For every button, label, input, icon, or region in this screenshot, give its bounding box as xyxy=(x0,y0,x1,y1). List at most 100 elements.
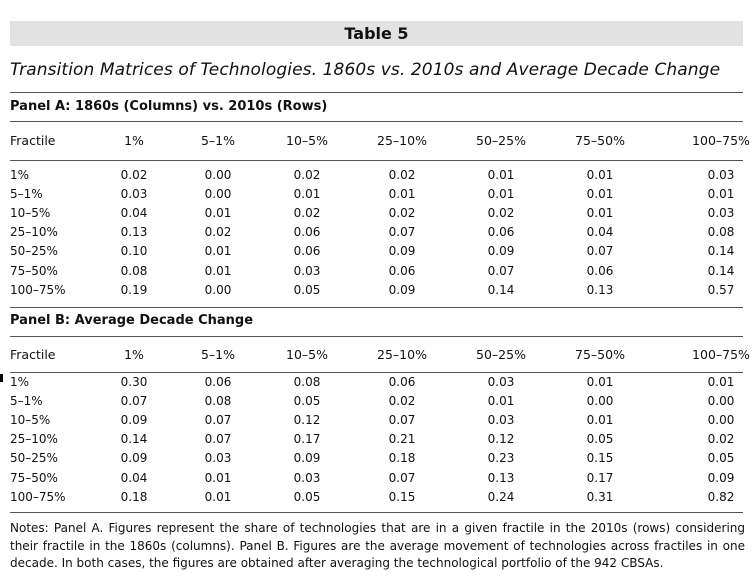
table-cell: 0.02 xyxy=(293,206,321,221)
table-cell: 0.02 xyxy=(293,168,321,182)
table-row: 1% 0.30 0.06 0.08 0.06 0.03 0.01 0.01 xyxy=(10,375,745,394)
panel-a-title: Panel A: 1860s (Columns) vs. 2010s (Rows… xyxy=(10,99,328,114)
table-cell: 0.05 xyxy=(293,282,321,297)
table-cell: 0.04 xyxy=(120,470,148,485)
table-cell: 0.01 xyxy=(487,394,515,409)
table-cell: 0.05 xyxy=(707,451,735,466)
table-cell: 0.00 xyxy=(204,168,232,182)
table-cell: 0.19 xyxy=(120,282,148,297)
column-header: 5–1% xyxy=(200,133,236,148)
table-cell: 0.57 xyxy=(707,282,735,297)
table-cell: 0.02 xyxy=(120,168,148,182)
column-header: 75–50% xyxy=(575,133,625,148)
table-notes: Notes: Panel A. Figures represent the sh… xyxy=(10,521,745,570)
table-cell: 0.14 xyxy=(487,282,515,297)
column-header: 50–25% xyxy=(476,347,526,362)
table-row: 50–25% 0.10 0.01 0.06 0.09 0.09 0.07 0.14 xyxy=(10,244,745,263)
column-header: 100–75% xyxy=(692,133,750,148)
table-cell: 0.01 xyxy=(586,168,614,182)
table-cell: 0.09 xyxy=(707,470,735,485)
table-cell: 0.01 xyxy=(293,187,321,202)
table-cell: 0.13 xyxy=(487,470,515,485)
table-cell: 0.08 xyxy=(120,263,148,278)
table-cell: 0.01 xyxy=(487,168,515,182)
table-cell: 0.01 xyxy=(586,375,614,389)
table-row: 100–75% 0.18 0.01 0.05 0.15 0.24 0.31 0.82 xyxy=(10,490,745,509)
row-label: 50–25% xyxy=(10,451,58,466)
table-cell: 0.02 xyxy=(388,168,416,182)
table-cell: 0.07 xyxy=(120,394,148,409)
row-label: 50–25% xyxy=(10,244,58,259)
table-cell: 0.02 xyxy=(707,432,735,447)
table-cell: 0.03 xyxy=(293,470,321,485)
column-header: 1% xyxy=(124,347,144,362)
table-row: 50–25% 0.09 0.03 0.09 0.18 0.23 0.15 0.05 xyxy=(10,451,745,470)
column-header: Fractile xyxy=(10,133,56,148)
row-label: 5–1% xyxy=(10,187,43,202)
table-cell: 0.23 xyxy=(487,451,515,466)
table-row: 1% 0.02 0.00 0.02 0.02 0.01 0.01 0.03 xyxy=(10,168,745,187)
table-cell: 0.12 xyxy=(293,413,321,428)
table-cell: 0.06 xyxy=(293,244,321,259)
table-cell: 0.01 xyxy=(204,263,232,278)
column-header: 25–10% xyxy=(377,133,427,148)
table-cell: 0.01 xyxy=(204,489,232,504)
table-cell: 0.08 xyxy=(204,394,232,409)
table-cell: 0.01 xyxy=(487,187,515,202)
row-label: 75–50% xyxy=(10,263,58,278)
table-cell: 0.07 xyxy=(487,263,515,278)
table-cell: 0.03 xyxy=(204,451,232,466)
table-cell: 0.05 xyxy=(293,489,321,504)
rule-panel-b-top xyxy=(10,307,743,308)
table-cell: 0.01 xyxy=(586,206,614,221)
column-header: 75–50% xyxy=(575,347,625,362)
table-cell: 0.03 xyxy=(487,413,515,428)
table-cell: 0.00 xyxy=(707,394,735,409)
row-label: 100–75% xyxy=(10,489,66,504)
row-label: 10–5% xyxy=(10,206,51,221)
table-cell: 0.04 xyxy=(586,225,614,240)
table-cell: 0.82 xyxy=(707,489,735,504)
table-cell: 0.07 xyxy=(388,413,416,428)
row-label: 1% xyxy=(10,375,30,389)
header-row: Fractile 1% 5–1% 10–5% 25–10% 50–25% 75–50% 100… xyxy=(10,347,750,366)
table-cell: 0.14 xyxy=(707,263,735,278)
table-cell: 0.18 xyxy=(388,451,416,466)
column-header: 5–1% xyxy=(200,347,236,362)
table-cell: 0.06 xyxy=(388,375,416,389)
table-cell: 0.07 xyxy=(204,413,232,428)
table-row: 25–10% 0.14 0.07 0.17 0.21 0.12 0.05 0.02 xyxy=(10,432,745,451)
table-cell: 0.02 xyxy=(388,394,416,409)
table-cell: 0.09 xyxy=(388,244,416,259)
column-header: 50–25% xyxy=(476,133,526,148)
column-header: 100–75% xyxy=(692,347,750,362)
table-label: Table 5 xyxy=(344,24,409,43)
table-cell: 0.00 xyxy=(707,413,735,428)
table-cell: 0.09 xyxy=(120,413,148,428)
table-cell: 0.01 xyxy=(204,470,232,485)
row-label: 5–1% xyxy=(10,394,43,409)
row-label: 75–50% xyxy=(10,470,58,485)
table-cell: 0.00 xyxy=(204,282,232,297)
table-cell: 0.07 xyxy=(586,244,614,259)
table-cell: 0.06 xyxy=(388,263,416,278)
table-cell: 0.15 xyxy=(388,489,416,504)
table-cell: 0.06 xyxy=(293,225,321,240)
row-label: 25–10% xyxy=(10,432,58,447)
table-cell: 0.01 xyxy=(586,413,614,428)
rule-panel-b-title xyxy=(10,336,743,337)
table-cell: 0.02 xyxy=(487,206,515,221)
table-row: 10–5% 0.04 0.01 0.02 0.02 0.02 0.01 0.03 xyxy=(10,206,745,225)
table-cell: 0.18 xyxy=(120,489,148,504)
rule-top xyxy=(10,92,743,93)
table-label-bar: Table 5 xyxy=(10,21,743,46)
column-header: 1% xyxy=(124,133,144,148)
table-cell: 0.03 xyxy=(707,206,735,221)
rule-panel-b-header xyxy=(10,372,743,373)
table-cell: 0.17 xyxy=(586,470,614,485)
column-header: 10–5% xyxy=(286,133,328,148)
table-cell: 0.03 xyxy=(707,168,735,182)
rule-panel-a-title xyxy=(10,121,743,122)
table-row: 75–50% 0.08 0.01 0.03 0.06 0.07 0.06 0.14 xyxy=(10,264,745,283)
table-cell: 0.00 xyxy=(586,394,614,409)
